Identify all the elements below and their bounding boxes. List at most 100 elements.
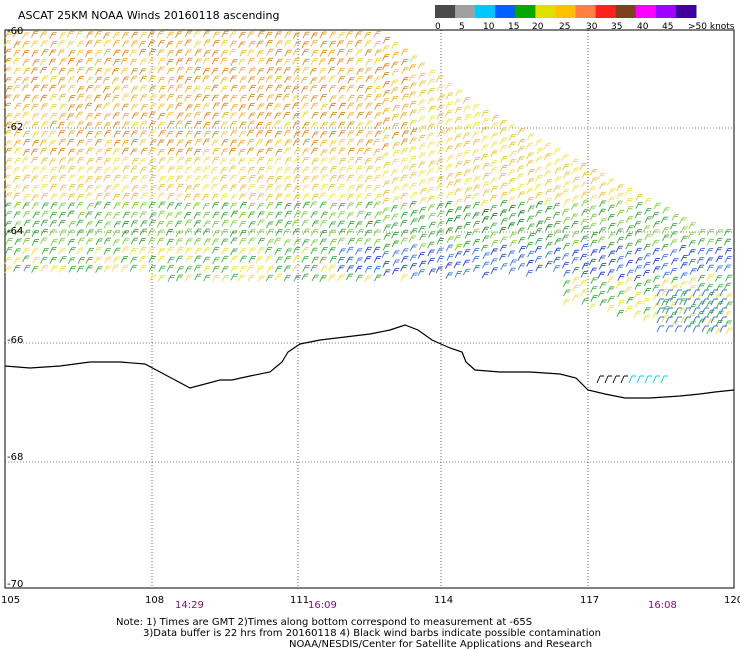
wind-barb <box>76 183 84 191</box>
wind-barb <box>49 158 57 165</box>
wind-barb <box>248 193 256 200</box>
wind-barb <box>212 75 220 83</box>
wind-barb <box>256 266 264 273</box>
wind-barb <box>266 228 274 236</box>
wind-barb <box>590 177 598 184</box>
wind-barb <box>57 121 66 129</box>
wind-barb <box>193 176 202 183</box>
wind-barb <box>436 192 445 200</box>
wind-barb <box>472 212 480 220</box>
wind-barb <box>364 67 373 75</box>
wind-barb <box>571 220 579 228</box>
wind-barb <box>48 140 57 148</box>
wind-barb <box>381 152 390 160</box>
wind-barb <box>166 131 174 138</box>
wind-barb <box>680 272 688 280</box>
wind-barb <box>445 217 454 225</box>
wind-barb <box>167 275 175 282</box>
wind-barb <box>66 31 75 38</box>
wind-barb <box>525 269 534 277</box>
wind-barb <box>220 102 229 110</box>
wind-barb <box>139 158 147 165</box>
wind-barb <box>130 176 138 183</box>
wind-barb <box>140 112 148 120</box>
wind-barb <box>661 227 670 234</box>
wind-barb <box>184 166 192 174</box>
wind-barb <box>275 149 283 156</box>
wind-barb <box>426 187 435 194</box>
wind-barb <box>21 50 30 57</box>
wind-barb <box>230 273 238 281</box>
wind-barb <box>615 228 624 236</box>
wind-barb <box>706 274 714 282</box>
wind-barb <box>383 161 391 169</box>
wind-barb <box>724 247 733 255</box>
wind-barb <box>365 75 373 83</box>
wind-barb <box>472 265 481 272</box>
wind-barb <box>302 58 310 66</box>
wind-barb <box>615 245 624 253</box>
wind-barb <box>68 50 76 58</box>
wind-barb <box>230 248 238 256</box>
wind-barb <box>409 101 417 108</box>
wind-barb <box>454 143 463 151</box>
wind-barb <box>148 193 157 201</box>
wind-barb <box>634 282 642 290</box>
wind-barb <box>427 241 435 249</box>
wind-barb <box>409 109 417 117</box>
wind-barb <box>265 147 274 155</box>
wind-barb <box>382 117 391 125</box>
wind-barb <box>373 86 382 93</box>
wind-barb <box>49 32 57 39</box>
wind-barb <box>347 147 355 155</box>
wind-barb <box>67 165 76 173</box>
wind-barb <box>274 265 283 273</box>
wind-barb <box>94 50 103 57</box>
wind-barb <box>418 243 427 251</box>
wind-barb <box>347 221 355 228</box>
wind-barb <box>597 236 606 244</box>
wind-barb <box>68 221 76 228</box>
wind-barb <box>463 140 471 148</box>
wind-barb <box>392 186 400 194</box>
wind-barb <box>354 157 363 164</box>
wind-barb <box>535 192 543 199</box>
wind-barb <box>50 265 58 273</box>
wind-barb <box>284 76 292 84</box>
wind-barb <box>112 95 120 102</box>
wind-barb <box>94 185 102 192</box>
wind-barb <box>589 168 598 176</box>
wind-barb <box>716 310 724 318</box>
wind-barb <box>12 120 21 128</box>
wind-barb <box>608 188 616 196</box>
wind-barb <box>311 175 319 183</box>
wind-barb <box>579 279 588 287</box>
wind-barb <box>409 146 417 153</box>
wind-barb <box>94 212 102 219</box>
wind-barb <box>544 198 552 205</box>
wind-barb <box>239 121 247 129</box>
wind-barb <box>32 84 40 92</box>
wind-barb <box>166 41 174 48</box>
wind-barb <box>148 130 156 137</box>
wind-barb <box>175 193 184 201</box>
wind-barb <box>374 211 382 219</box>
wind-barb <box>346 256 354 264</box>
wind-barb <box>401 165 409 173</box>
wind-barb <box>76 219 84 227</box>
wind-barb <box>103 167 112 175</box>
wind-barb <box>644 233 652 241</box>
wind-barb <box>175 274 184 282</box>
wind-barb <box>670 231 678 239</box>
wind-barb <box>95 238 103 246</box>
wind-barb <box>309 68 318 75</box>
wind-barb <box>499 120 507 127</box>
wind-barb <box>157 66 165 74</box>
wind-barb <box>643 279 652 287</box>
wind-barb <box>674 307 682 315</box>
wind-barb <box>58 113 67 120</box>
legend-swatch <box>675 5 697 18</box>
wind-barb <box>239 255 247 263</box>
wind-barb <box>337 274 345 282</box>
wind-barb <box>588 258 597 266</box>
